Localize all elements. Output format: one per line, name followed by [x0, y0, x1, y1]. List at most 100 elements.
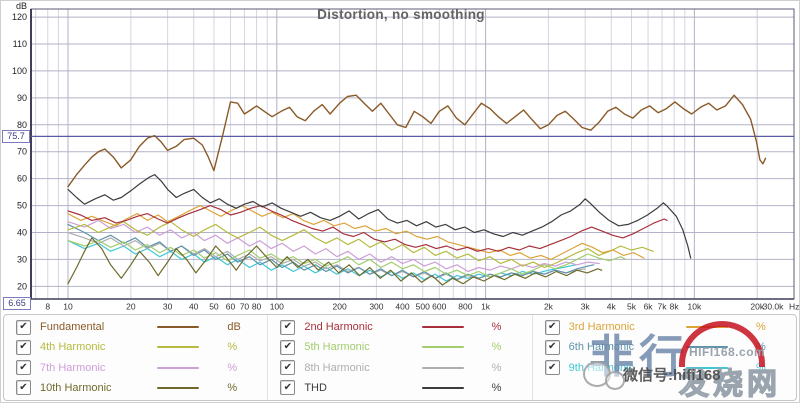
y-tick-label: 50	[17, 201, 27, 211]
legend-item-9th-harmonic[interactable]: 9th Harmonic %	[533, 358, 796, 378]
x-tick-label: 300	[369, 302, 383, 312]
x-tick-label: 1k	[481, 302, 491, 312]
checkbox-thd[interactable]	[280, 380, 296, 396]
x-tick-label: 5k	[627, 302, 637, 312]
trace-fundamental	[67, 94, 767, 188]
x-axis-unit-label: Hz	[789, 302, 799, 312]
legend-item-5th-harmonic[interactable]: 5th Harmonic %	[268, 337, 531, 357]
x-tick-label: 500	[416, 302, 430, 312]
checkbox-10th-harmonic[interactable]	[16, 380, 31, 396]
legend-swatch	[157, 326, 200, 329]
x-tick-label: 3k	[581, 302, 591, 312]
legend-item-fundamental[interactable]: Fundamental dB	[4, 317, 267, 337]
legend-item-thd[interactable]: THD %	[268, 378, 531, 398]
legend-swatch	[421, 366, 464, 369]
legend-item-4th-harmonic[interactable]: 4th Harmonic %	[4, 337, 267, 357]
legend-unit: %	[227, 341, 238, 354]
cursor-db-readout: 75.7	[2, 130, 30, 143]
legend-label: 9th Harmonic	[568, 361, 635, 374]
legend-swatch	[685, 346, 728, 349]
x-tick-label: 30.0k	[763, 302, 785, 312]
legend-unit: %	[755, 361, 766, 374]
plot-background	[1, 1, 799, 313]
legend-item-3rd-harmonic[interactable]: 3rd Harmonic %	[533, 317, 796, 337]
x-tick-label: 600	[432, 302, 446, 312]
y-tick-label: 40	[17, 227, 27, 237]
legend-swatch	[421, 346, 464, 349]
y-tick-label: 80	[17, 120, 27, 130]
y-tick-label: 70	[17, 147, 27, 157]
legend-item-7th-harmonic[interactable]: 7th Harmonic %	[4, 358, 267, 378]
legend-item-8th-harmonic[interactable]: 8th Harmonic %	[268, 358, 531, 378]
legend-label: 3rd Harmonic	[568, 321, 635, 334]
legend-unit: dB	[227, 321, 241, 334]
legend-swatch	[157, 366, 200, 369]
legend-label: 10th Harmonic	[40, 381, 112, 394]
x-tick-label: 8	[45, 302, 50, 312]
trace-thd	[67, 174, 692, 259]
x-tick-label: 20	[126, 302, 136, 312]
legend-column-3: 3rd Harmonic % 6th Harmonic % 9th Harmon…	[533, 315, 796, 400]
x-tick-label: 8k	[670, 302, 680, 312]
checkbox-9th-harmonic[interactable]	[544, 360, 560, 376]
cursor-freq-readout: 6.65	[3, 297, 31, 310]
x-tick-label: 800	[458, 302, 472, 312]
legend-unit: %	[491, 361, 502, 374]
trace-4th-harmonic	[67, 221, 654, 269]
checkbox-7th-harmonic[interactable]	[16, 360, 31, 376]
x-tick-label: 10k	[688, 302, 702, 312]
legend-panel: Fundamental dB 4th Harmonic % 7th Harmon…	[3, 314, 797, 401]
legend-column-2: 2nd Harmonic % 5th Harmonic % 8th Harmon…	[268, 315, 533, 400]
x-tick-label: 50	[209, 302, 219, 312]
legend-item-6th-harmonic[interactable]: 6th Harmonic %	[533, 337, 796, 357]
x-tick-label: 70	[240, 302, 250, 312]
y-tick-label: 110	[13, 39, 27, 49]
trace-7th-harmonic	[67, 219, 600, 273]
checkbox-6th-harmonic[interactable]	[544, 339, 560, 355]
legend-swatch	[685, 366, 728, 369]
legend-label: Fundamental	[40, 321, 105, 334]
legend-unit: %	[491, 381, 502, 394]
checkbox-4th-harmonic[interactable]	[16, 339, 31, 355]
trace-2nd-harmonic	[67, 205, 668, 252]
checkbox-2nd-harmonic[interactable]	[280, 319, 296, 335]
trace-3rd-harmonic	[67, 205, 645, 260]
x-tick-label: 20k	[750, 302, 764, 312]
x-tick-label: 7k	[658, 302, 668, 312]
trace-10th-harmonic	[67, 237, 603, 286]
legend-label: 7th Harmonic	[40, 361, 106, 374]
legend-swatch	[421, 386, 464, 389]
legend-column-1: Fundamental dB 4th Harmonic % 7th Harmon…	[4, 315, 269, 400]
legend-swatch	[157, 346, 200, 349]
x-tick-label: 200	[333, 302, 347, 312]
legend-label: 4th Harmonic	[40, 341, 106, 354]
y-tick-label: 100	[12, 66, 27, 76]
legend-unit: %	[227, 381, 238, 394]
legend-label: THD	[304, 381, 327, 394]
checkbox-5th-harmonic[interactable]	[280, 339, 296, 355]
x-tick-label: 30	[163, 302, 173, 312]
legend-label: 5th Harmonic	[304, 341, 370, 354]
y-tick-label: 30	[17, 254, 27, 264]
legend-unit: %	[491, 321, 502, 334]
checkbox-8th-harmonic[interactable]	[280, 360, 296, 376]
legend-unit: %	[755, 341, 766, 354]
checkbox-fundamental[interactable]	[16, 319, 31, 335]
legend-item-10th-harmonic[interactable]: 10th Harmonic %	[4, 378, 267, 398]
legend-swatch	[157, 386, 200, 389]
x-tick-label: 10	[63, 302, 73, 312]
legend-label: 8th Harmonic	[304, 361, 370, 374]
legend-label: 6th Harmonic	[568, 341, 635, 354]
legend-label: 2nd Harmonic	[304, 321, 373, 334]
legend-unit: %	[491, 341, 502, 354]
checkbox-3rd-harmonic[interactable]	[544, 319, 560, 335]
legend-swatch	[685, 326, 728, 329]
legend-item-2nd-harmonic[interactable]: 2nd Harmonic %	[268, 317, 531, 337]
x-tick-label: 60	[226, 302, 236, 312]
x-tick-label: 6k	[644, 302, 654, 312]
y-tick-label: 90	[17, 93, 27, 103]
y-tick-label: 60	[17, 174, 27, 184]
x-tick-label: 2k	[544, 302, 554, 312]
x-tick-label: 100	[270, 302, 284, 312]
